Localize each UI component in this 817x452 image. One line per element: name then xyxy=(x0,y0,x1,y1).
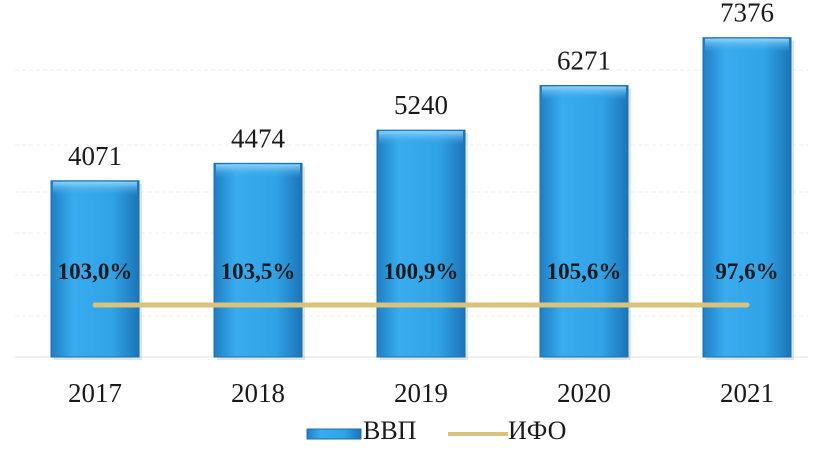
bar xyxy=(50,180,140,358)
bar-highlight xyxy=(542,86,626,101)
bar xyxy=(539,85,629,358)
x-tick-label: 2021 xyxy=(720,378,774,408)
bar-2019 xyxy=(376,129,468,360)
ifo-value-label: 97,6% xyxy=(715,259,778,284)
bar-2018 xyxy=(213,162,305,360)
bar-2017 xyxy=(50,180,142,360)
bar-value-label: 6271 xyxy=(557,46,611,76)
legend-bar-label: ВВП xyxy=(363,416,417,445)
bar-highlight xyxy=(216,164,300,179)
bar xyxy=(213,162,303,358)
labels: 4071 103,0% 2017 4474 103,5% 2018 5240 100,9% 20… xyxy=(58,0,779,408)
bar-highlight xyxy=(705,38,789,53)
x-tick-label: 2020 xyxy=(557,378,611,408)
legend-line-label: ИФО xyxy=(508,416,566,445)
bar-highlight xyxy=(53,181,137,196)
ifo-value-label: 105,6% xyxy=(547,259,622,284)
ifo-value-label: 100,9% xyxy=(384,259,459,284)
bar-value-label: 5240 xyxy=(394,90,448,120)
bar-value-label: 7376 xyxy=(720,0,774,28)
legend: ВВП ИФО xyxy=(306,416,566,445)
bar-value-label: 4071 xyxy=(68,141,122,171)
x-tick-label: 2018 xyxy=(231,378,285,408)
ifo-value-label: 103,5% xyxy=(221,259,296,284)
x-tick-label: 2017 xyxy=(68,378,122,408)
ifo-value-label: 103,0% xyxy=(58,259,133,284)
bar xyxy=(702,37,792,358)
bar-2020 xyxy=(539,85,631,360)
bars xyxy=(50,37,794,361)
bar-highlight xyxy=(379,131,463,146)
bar-2021 xyxy=(702,37,794,361)
bar xyxy=(376,129,466,358)
x-tick-label: 2019 xyxy=(394,378,448,408)
legend-bar-swatch xyxy=(306,428,362,440)
bar-value-label: 4474 xyxy=(231,123,286,153)
